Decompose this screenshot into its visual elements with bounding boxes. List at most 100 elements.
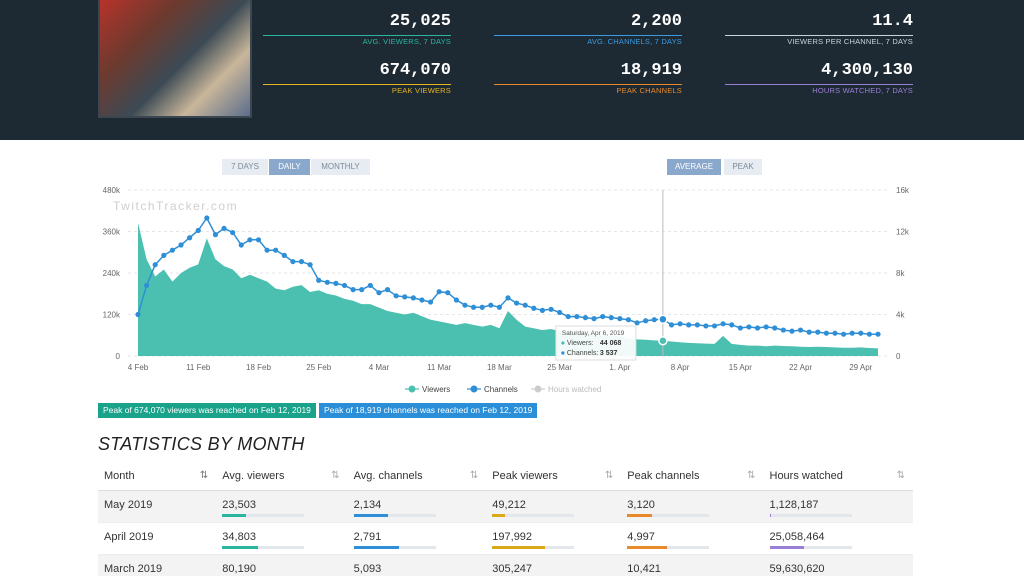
channels-point — [247, 237, 253, 243]
y2-tick-label: 12k — [896, 228, 910, 237]
x-tick-label: 22 Apr — [789, 363, 812, 372]
column-header[interactable]: Month ⇅ — [98, 461, 217, 491]
column-header[interactable]: Hours watched ⇅ — [763, 461, 913, 491]
channels-point — [470, 304, 477, 310]
stat-rule — [725, 35, 913, 36]
range-button[interactable]: MONTHLY — [311, 159, 370, 175]
channels-point — [737, 325, 743, 331]
mode-button[interactable]: PEAK — [724, 159, 762, 175]
table-cell: 59,630,620 — [763, 554, 913, 576]
channels-point — [402, 294, 408, 300]
stat-value: 18,919 — [620, 61, 682, 80]
table-cell: 49,212 — [486, 490, 622, 523]
channels-point — [531, 305, 537, 311]
cell-value: 305,247 — [492, 563, 533, 575]
stat: 4,300,130 HOURS WATCHED, 7 DAYS — [725, 49, 913, 95]
bar-track — [222, 514, 305, 517]
column-header[interactable]: Avg. viewers ⇅ — [216, 461, 348, 491]
column-title: Avg. channels — [353, 469, 423, 482]
sort-icon: ⇅ — [331, 470, 340, 481]
cell-bar — [222, 546, 258, 549]
channels-point — [290, 258, 296, 265]
bar-track — [222, 546, 305, 549]
stat-label: AVG. VIEWERS, 7 DAYS — [362, 37, 451, 46]
stat-value: 4,300,130 — [821, 61, 913, 80]
channels-point — [264, 247, 270, 253]
stat-value: 25,025 — [389, 12, 451, 31]
tooltip-dot — [561, 341, 565, 345]
x-tick-label: 18 Feb — [246, 363, 271, 372]
channels-point — [600, 313, 606, 320]
channels-point — [152, 262, 158, 268]
channels-point — [488, 302, 494, 308]
table-cell: 23,503 — [216, 490, 348, 523]
stat-label: HOURS WATCHED, 7 DAYS — [812, 86, 913, 95]
column-title: Hours watched — [769, 469, 843, 482]
table-cell: May 2019 — [98, 490, 217, 523]
column-header[interactable]: Avg. channels ⇅ — [347, 461, 487, 491]
range-button[interactable]: 7 DAYS — [222, 159, 268, 175]
cell-value: 5,093 — [353, 563, 382, 575]
y2-tick-label: 8k — [896, 269, 905, 278]
channels-point — [298, 258, 305, 265]
bar-track — [353, 514, 436, 517]
channels-point — [419, 297, 425, 303]
column-header[interactable]: Peak channels ⇅ — [621, 461, 764, 491]
viewers-area — [138, 222, 878, 356]
channels-point — [763, 324, 769, 330]
table-cell: 25,058,464 — [763, 522, 913, 555]
tooltip-value: 44 068 — [600, 340, 622, 347]
cell-value: 80,190 — [222, 563, 256, 575]
channels-point — [866, 331, 872, 337]
cell-value: 2,791 — [353, 531, 382, 543]
header — [0, 0, 1024, 140]
table-cell: 4,997 — [621, 522, 764, 555]
channels-point — [307, 262, 313, 268]
channels-point — [514, 300, 520, 306]
x-tick-label: 4 Feb — [128, 363, 149, 372]
stat-value: 11.4 — [872, 12, 913, 31]
x-tick-label: 18 Mar — [487, 363, 512, 372]
range-button[interactable]: DAILY — [269, 159, 310, 175]
channels-point — [376, 290, 382, 296]
bar-track — [627, 546, 710, 549]
table-row: March 2019 80,190 5,093 305,247 10,421 59,630… — [98, 554, 913, 576]
channels-point — [161, 252, 167, 258]
channels-point — [634, 320, 640, 326]
channels-point — [591, 316, 597, 322]
column-header[interactable]: Peak viewers ⇅ — [486, 461, 622, 491]
cell-value: 10,421 — [627, 563, 661, 575]
channels-point — [393, 293, 399, 299]
section-title: STATISTICS BY MONTH — [98, 434, 305, 454]
stat-value: 2,200 — [630, 12, 682, 31]
channels-point — [410, 295, 416, 301]
mode-button[interactable]: AVERAGE — [667, 159, 721, 175]
column-title: Month — [104, 469, 135, 482]
table-cell: 5,093 — [347, 554, 487, 576]
y2-tick-label: 0 — [896, 352, 901, 361]
cell-bar — [769, 514, 772, 517]
sort-icon: ⇅ — [604, 470, 614, 481]
y2-tick-label: 16k — [896, 186, 910, 195]
cell-value: 25,058,464 — [769, 531, 825, 543]
channels-point — [720, 321, 726, 327]
table-cell: 197,992 — [486, 522, 622, 555]
cell-value: 2,134 — [353, 499, 382, 511]
stat-label: VIEWERS PER CHANNEL, 7 DAYS — [787, 37, 913, 46]
tooltip-label: Channels: — [567, 350, 599, 357]
table-cell: March 2019 — [98, 554, 217, 576]
channels-point — [384, 287, 391, 293]
channels-point — [832, 330, 838, 336]
channels-point — [230, 229, 236, 236]
x-tick-label: 29 Apr — [849, 363, 872, 372]
stat-rule — [263, 84, 451, 85]
x-tick-label: 15 Apr — [729, 363, 752, 372]
channels-point — [212, 232, 219, 238]
legend-label: Hours watched — [548, 385, 601, 394]
tooltip-value: 3 537 — [600, 350, 618, 357]
bar-track — [492, 514, 575, 517]
x-tick-label: 4 Mar — [369, 363, 390, 372]
stat: 11.4 VIEWERS PER CHANNEL, 7 DAYS — [725, 0, 913, 46]
cell-bar — [627, 546, 667, 549]
